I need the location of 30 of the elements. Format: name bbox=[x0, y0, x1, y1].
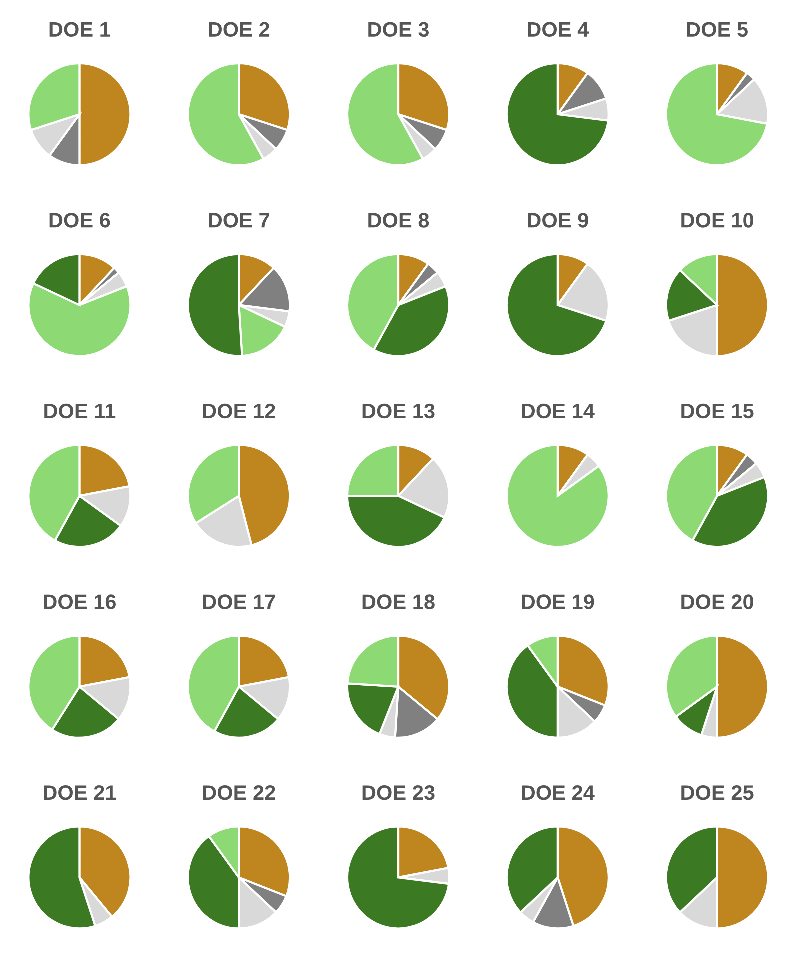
chart-title: DOE 8 bbox=[368, 213, 430, 228]
chart-title: DOE 1 bbox=[50, 22, 110, 38]
chart-title: DOE 7 bbox=[209, 213, 270, 228]
chart-title: DOE 14 bbox=[522, 404, 595, 419]
chart-title: DOE 22 bbox=[203, 785, 276, 800]
chart-title: DOE 6 bbox=[50, 213, 110, 228]
pie-slice bbox=[506, 62, 610, 167]
chart-title: DOE 16 bbox=[44, 594, 116, 610]
chart-title: DOE 4 bbox=[528, 22, 590, 38]
chart-title: DOE 11 bbox=[44, 404, 116, 419]
chart-title: DOE 3 bbox=[368, 22, 430, 38]
chart-title: DOE 25 bbox=[682, 785, 754, 800]
chart-title: DOE 17 bbox=[203, 594, 276, 610]
chart-title: DOE 2 bbox=[209, 22, 270, 38]
chart-title: DOE 24 bbox=[522, 785, 595, 800]
chart-title: DOE 9 bbox=[528, 213, 588, 228]
pie-slice bbox=[346, 826, 450, 930]
chart-title: DOE 21 bbox=[44, 785, 116, 800]
chart-title: DOE 15 bbox=[682, 404, 754, 419]
chart-title: DOE 10 bbox=[682, 213, 754, 228]
pie-slice bbox=[506, 444, 610, 548]
chart-title: DOE 18 bbox=[362, 594, 435, 610]
chart-title: DOE 12 bbox=[203, 404, 276, 419]
chart-title: DOE 19 bbox=[522, 594, 594, 610]
chart-title: DOE 13 bbox=[362, 404, 435, 419]
pie-slice bbox=[506, 253, 608, 358]
chart-title: DOE 5 bbox=[687, 22, 748, 38]
chart-title: DOE 23 bbox=[362, 785, 435, 800]
pie-slice bbox=[665, 62, 768, 167]
chart-title: DOE 20 bbox=[682, 594, 754, 610]
